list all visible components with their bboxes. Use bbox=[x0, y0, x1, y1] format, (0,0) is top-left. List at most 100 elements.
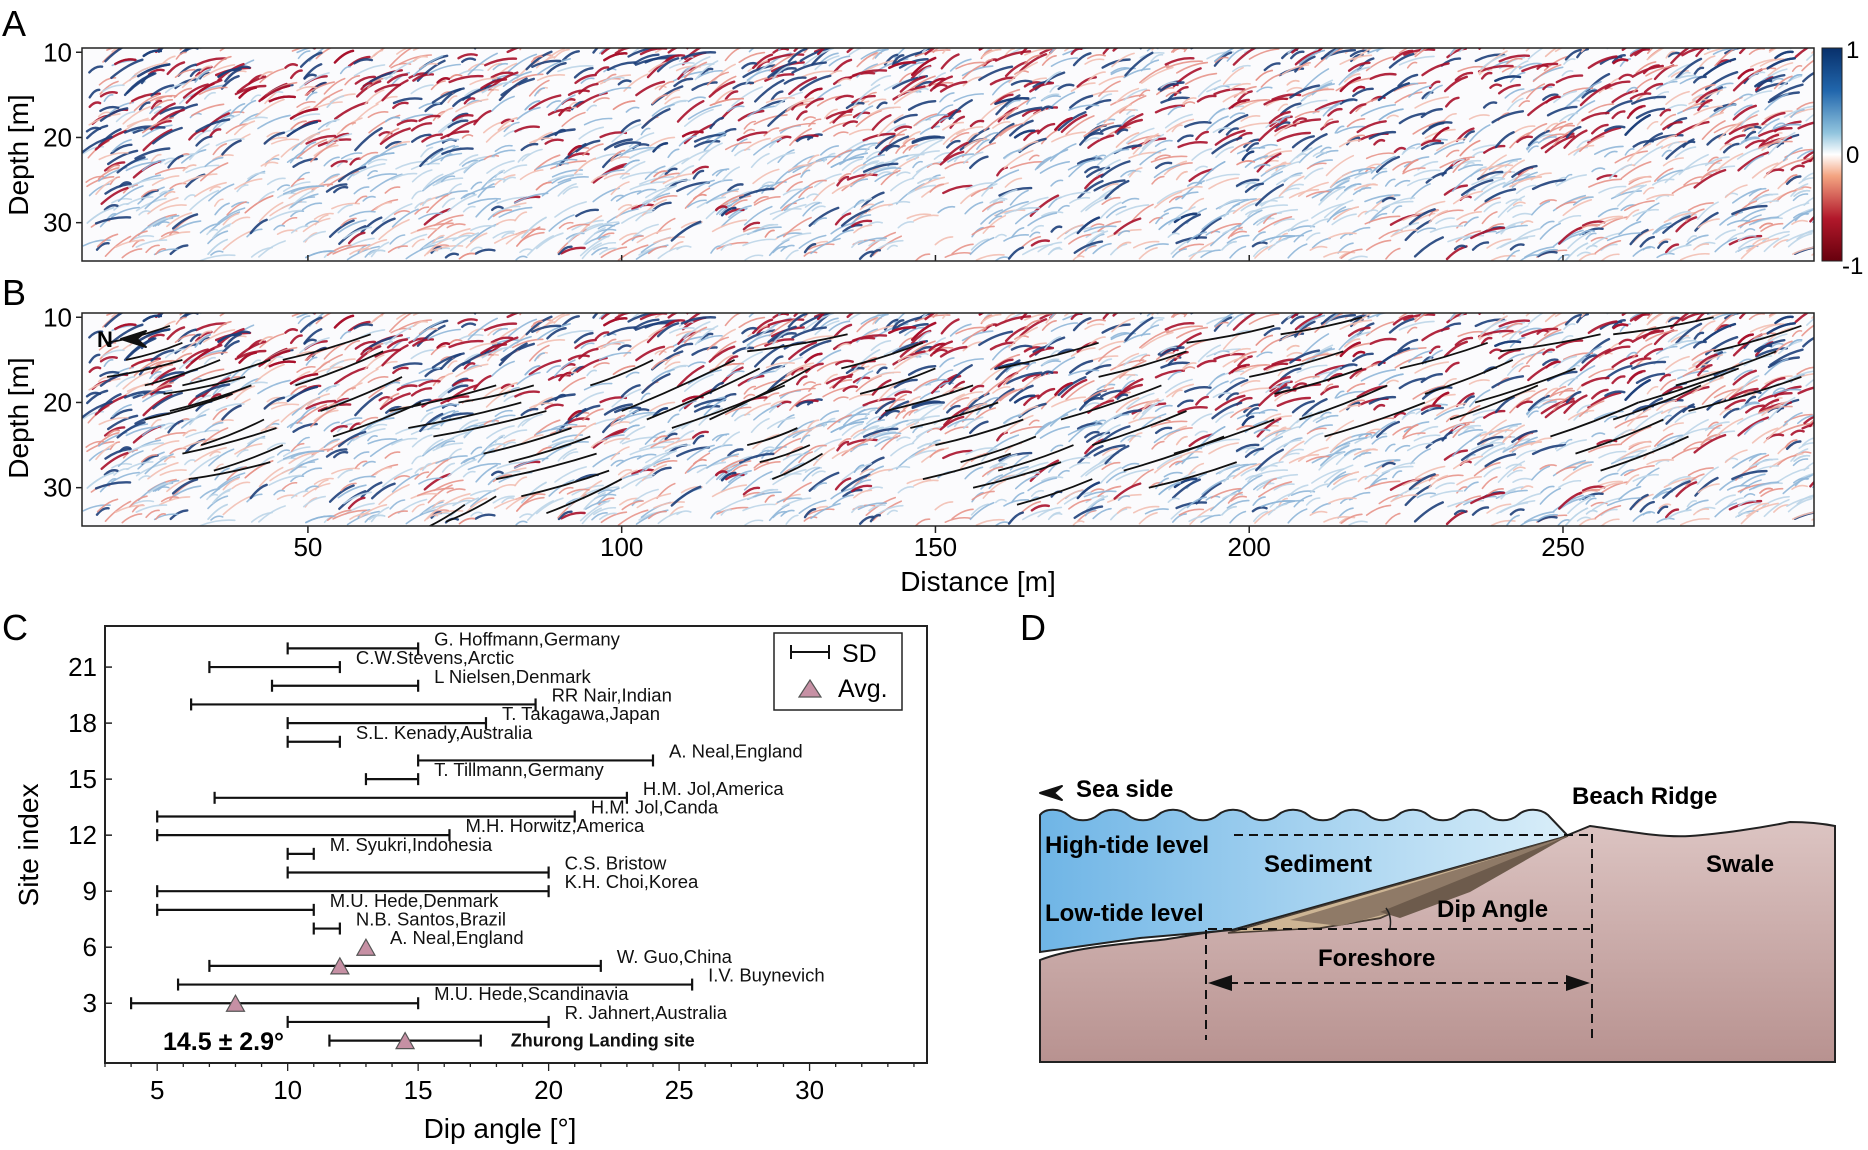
gpr-trace-stroke bbox=[1693, 105, 1723, 116]
gpr-trace-stroke bbox=[776, 135, 792, 143]
gpr-trace-stroke bbox=[128, 442, 165, 453]
gpr-trace-stroke bbox=[1370, 420, 1396, 439]
gpr-trace-stroke bbox=[1504, 353, 1525, 364]
gpr-trace-stroke bbox=[426, 403, 460, 412]
gpr-trace-stroke bbox=[97, 432, 120, 445]
gpr-trace-stroke bbox=[583, 382, 613, 391]
gpr-trace-stroke bbox=[494, 496, 529, 509]
gpr-trace-stroke bbox=[88, 101, 102, 108]
gpr-trace-stroke bbox=[250, 94, 262, 102]
gpr-trace-stroke bbox=[670, 485, 702, 507]
gpr-trace-stroke bbox=[1394, 444, 1411, 452]
gpr-trace-stroke bbox=[992, 386, 1011, 394]
gpr-trace-stroke bbox=[381, 203, 413, 223]
gpr-trace-stroke bbox=[134, 62, 168, 76]
gpr-trace-stroke bbox=[678, 135, 697, 147]
gpr-trace-stroke bbox=[1477, 435, 1504, 446]
gpr-trace-stroke bbox=[1740, 136, 1759, 144]
gpr-trace-stroke bbox=[1516, 135, 1533, 144]
gpr-trace-stroke bbox=[1084, 509, 1096, 517]
gpr-trace-stroke bbox=[102, 349, 125, 358]
gpr-trace-stroke bbox=[1406, 61, 1418, 69]
gpr-trace-stroke bbox=[1768, 313, 1778, 318]
gpr-trace-stroke bbox=[956, 126, 984, 135]
gpr-trace-stroke bbox=[98, 151, 129, 161]
gpr-trace-stroke bbox=[282, 181, 311, 192]
gpr-trace-stroke bbox=[986, 169, 1020, 189]
gpr-trace-stroke bbox=[436, 166, 468, 184]
gpr-trace-stroke bbox=[1581, 376, 1610, 387]
gpr-trace-stroke bbox=[1471, 241, 1490, 251]
gpr-trace-stroke bbox=[772, 203, 807, 221]
gpr-trace-stroke bbox=[1509, 60, 1529, 75]
gpr-trace-stroke bbox=[1153, 164, 1181, 179]
gpr-trace-stroke bbox=[651, 359, 668, 370]
gpr-trace-stroke bbox=[326, 244, 352, 256]
gpr-trace-stroke bbox=[776, 497, 803, 504]
gpr-trace-stroke bbox=[1452, 423, 1470, 438]
gpr-trace-stroke bbox=[1576, 139, 1591, 149]
gpr-trace-stroke bbox=[1365, 321, 1395, 337]
gpr-trace-stroke bbox=[1469, 124, 1491, 143]
gpr-trace-stroke bbox=[1084, 137, 1101, 143]
gpr-trace-stroke bbox=[423, 173, 444, 190]
gpr-trace-stroke bbox=[806, 193, 819, 199]
gpr-trace-stroke bbox=[525, 50, 553, 71]
gpr-trace-stroke bbox=[1023, 129, 1040, 141]
gpr-trace-stroke bbox=[1121, 197, 1140, 204]
gpr-trace-stroke bbox=[917, 331, 931, 343]
gpr-trace-stroke bbox=[1070, 347, 1096, 357]
gpr-trace-stroke bbox=[874, 399, 896, 415]
gpr-trace-stroke bbox=[610, 459, 624, 467]
gpr-trace-stroke bbox=[1369, 72, 1397, 80]
gpr-trace-stroke bbox=[1286, 351, 1303, 357]
gpr-trace-stroke bbox=[1554, 313, 1564, 318]
gpr-trace-stroke bbox=[410, 427, 440, 435]
gpr-trace-stroke bbox=[323, 77, 346, 95]
gpr-trace-stroke bbox=[692, 169, 705, 180]
gpr-trace-stroke bbox=[942, 48, 949, 54]
gpr-trace-stroke bbox=[1384, 443, 1396, 452]
gpr-trace-stroke bbox=[501, 232, 515, 239]
gpr-trace-stroke bbox=[339, 65, 352, 75]
gpr-trace-stroke bbox=[1714, 48, 1737, 67]
gpr-trace-stroke bbox=[128, 177, 165, 188]
gpr-trace-stroke bbox=[1070, 82, 1096, 92]
gpr-trace-stroke bbox=[1421, 62, 1450, 77]
gpr-trace-stroke bbox=[207, 238, 228, 255]
gpr-trace-stroke bbox=[658, 157, 690, 179]
gpr-trace-stroke bbox=[726, 105, 745, 112]
gpr-trace-stroke bbox=[1532, 64, 1562, 83]
gpr-trace-stroke bbox=[1120, 434, 1136, 443]
gpr-trace-stroke bbox=[1083, 122, 1115, 137]
gpr-trace-stroke bbox=[384, 116, 401, 123]
gpr-trace-stroke bbox=[780, 450, 810, 474]
gpr-trace-stroke bbox=[260, 161, 279, 167]
gpr-trace-stroke bbox=[99, 80, 119, 95]
gpr-trace-stroke bbox=[857, 237, 887, 246]
gpr-trace-stroke bbox=[1335, 449, 1357, 466]
gpr-trace-stroke bbox=[266, 442, 286, 451]
gpr-trace-stroke bbox=[1079, 393, 1101, 411]
gpr-trace-stroke bbox=[1004, 177, 1023, 188]
gpr-trace-stroke bbox=[1732, 188, 1762, 204]
gpr-trace-stroke bbox=[86, 124, 109, 140]
gpr-trace-stroke bbox=[951, 508, 974, 520]
gpr-trace-stroke bbox=[1782, 147, 1803, 162]
gpr-trace-stroke bbox=[710, 510, 721, 519]
gpr-trace-stroke bbox=[780, 509, 795, 517]
gpr-trace-stroke bbox=[374, 466, 393, 476]
gpr-trace-stroke bbox=[557, 245, 573, 256]
gpr-trace-stroke bbox=[359, 504, 388, 519]
gpr-trace-stroke bbox=[470, 511, 483, 517]
gpr-trace-stroke bbox=[1233, 350, 1257, 363]
gpr-trace-stroke bbox=[1491, 110, 1525, 124]
gpr-trace-stroke bbox=[498, 77, 528, 102]
gpr-trace-stroke bbox=[1005, 106, 1043, 120]
gpr-trace-stroke bbox=[461, 159, 479, 167]
gpr-trace-stroke bbox=[432, 177, 464, 187]
gpr-trace-stroke bbox=[1632, 473, 1659, 482]
gpr-trace-stroke bbox=[166, 212, 193, 228]
gpr-trace-stroke bbox=[1509, 508, 1525, 516]
